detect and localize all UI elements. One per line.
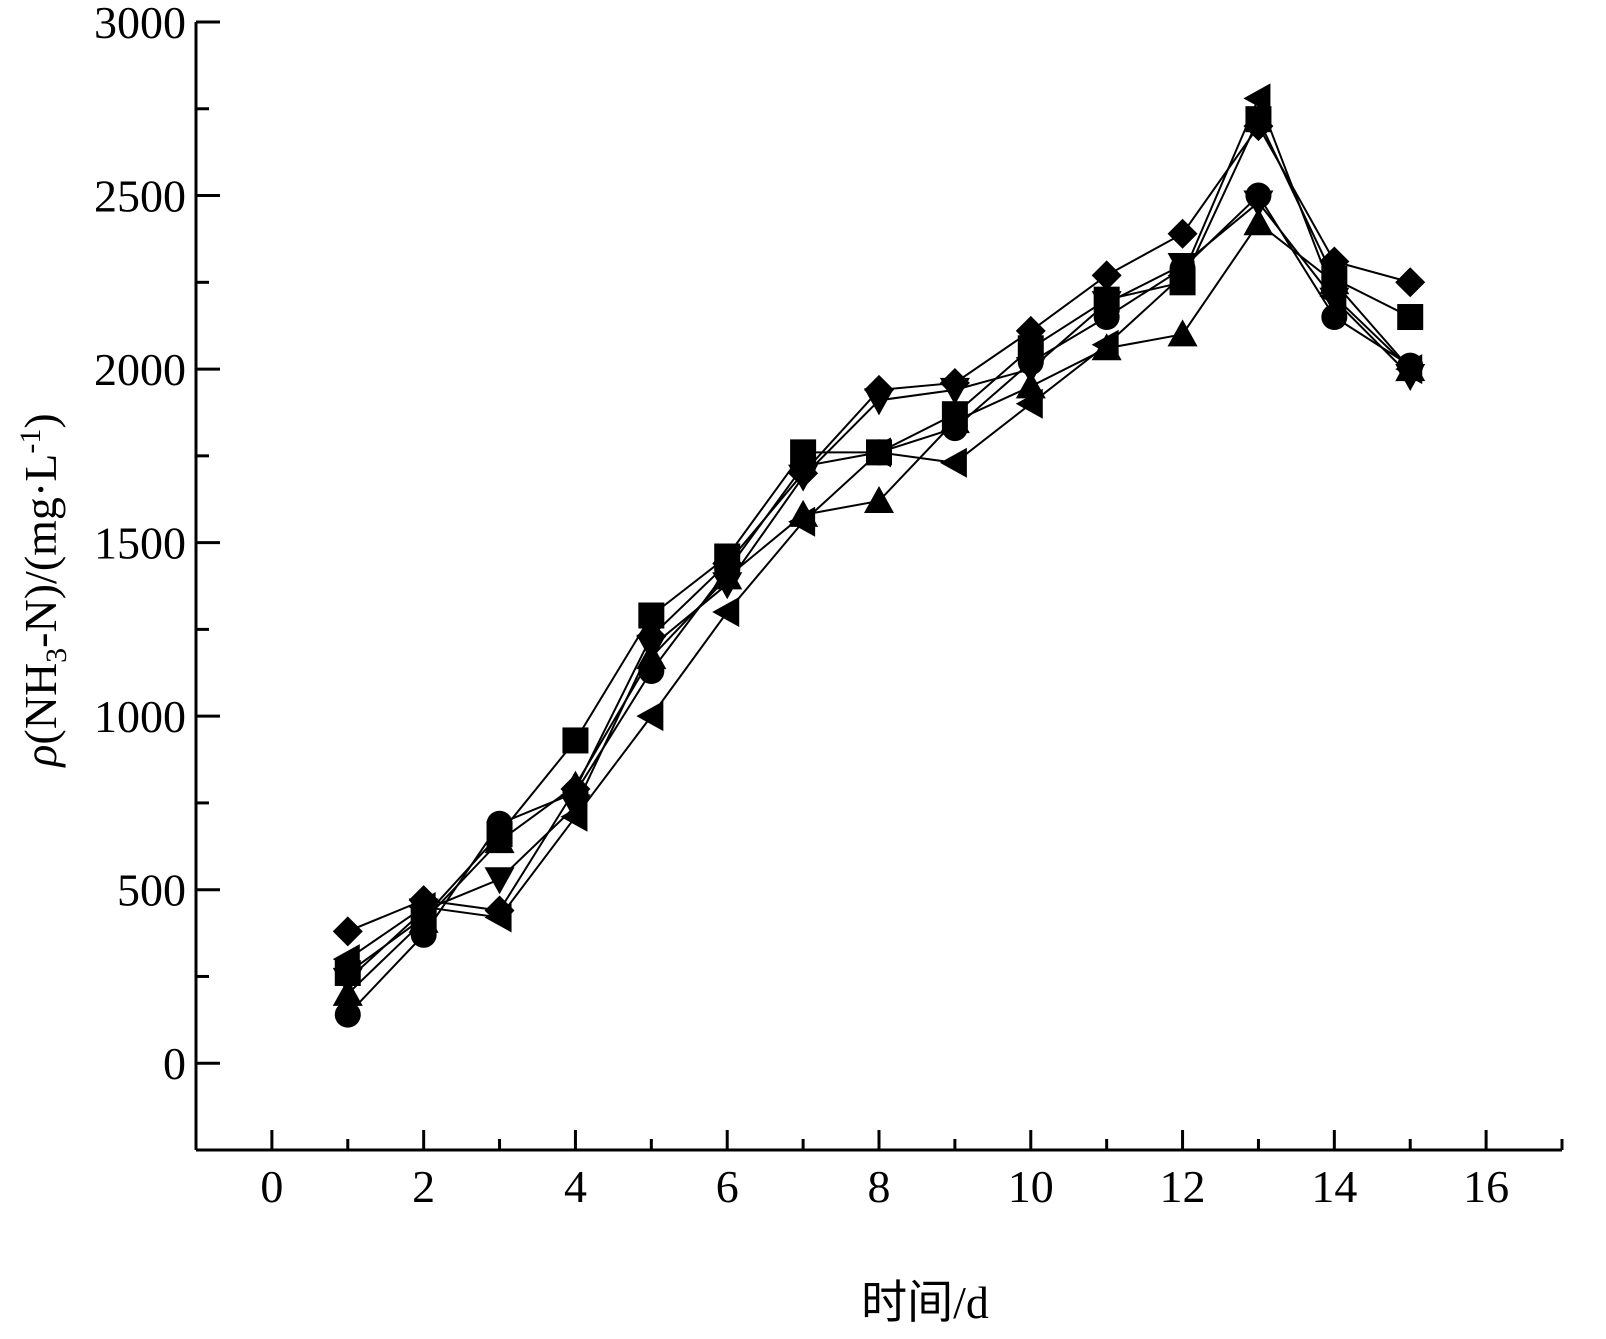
data-point-triangle-left xyxy=(939,447,967,478)
data-point-triangle-left xyxy=(1319,281,1347,312)
data-point-triangle-left xyxy=(864,437,891,468)
data-point-triangle-down xyxy=(1015,357,1046,385)
data-point-triangle-left xyxy=(636,701,664,732)
data-point-diamond xyxy=(1091,260,1122,291)
data-point-circle xyxy=(334,1001,361,1028)
data-point-triangle-left xyxy=(484,902,512,933)
series-line-diamond xyxy=(347,124,1411,933)
data-point-triangle-left xyxy=(1243,83,1271,114)
y-axis-title: ρ(NH3-N)/(mg·L-1) xyxy=(14,413,73,768)
data-point-square xyxy=(562,727,589,754)
y-tick-label: 3000 xyxy=(94,0,186,48)
x-axis-title: 时间/d xyxy=(861,1277,989,1328)
data-point-triangle-left xyxy=(332,944,360,975)
data-point-triangle-left xyxy=(712,597,740,628)
y-axis-title-sup: -1 xyxy=(14,429,47,454)
data-point-triangle-left xyxy=(560,801,588,832)
data-point-triangle-down xyxy=(1091,291,1122,319)
data-point-square xyxy=(1397,304,1424,331)
data-point-diamond xyxy=(1167,218,1198,249)
x-tick-label: 12 xyxy=(1160,1161,1206,1212)
y-tick-label: 2000 xyxy=(94,344,186,395)
data-point-diamond xyxy=(332,916,363,947)
series-line-triangle-down xyxy=(347,201,1411,981)
data-point-triangle-down xyxy=(332,967,363,995)
y-axis-title-end: ) xyxy=(15,413,66,428)
data-point-triangle-down xyxy=(1243,190,1274,218)
data-point-diamond xyxy=(788,458,819,489)
data-point-triangle-down xyxy=(712,572,743,600)
x-tick-label: 6 xyxy=(716,1161,739,1212)
x-tick-label: 0 xyxy=(260,1161,283,1212)
y-axis-title-mid: -N)/(mg·L xyxy=(15,454,66,648)
x-axis-ticks: 0 2 4 6 8 10 12 14 16 xyxy=(194,1130,1564,1212)
data-point-triangle-up xyxy=(1167,319,1198,347)
data-point-triangle-left xyxy=(1015,388,1043,419)
data-point-triangle-up xyxy=(1243,208,1274,236)
x-tick-label: 2 xyxy=(412,1161,435,1212)
y-tick-label: 1000 xyxy=(94,691,186,742)
plot-area: 0 500 1000 1500 2000 2500 3000 0 2 4 6 8 10 12 14 16 xyxy=(94,0,1564,1212)
y-tick-label: 2500 xyxy=(94,171,186,222)
data-point-circle xyxy=(486,810,513,837)
data-point-diamond xyxy=(1395,267,1426,298)
data-point-triangle-down xyxy=(1167,252,1198,280)
data-point-triangle-down xyxy=(560,794,591,822)
data-point-diamond xyxy=(1243,111,1274,142)
data-point-diamond xyxy=(560,774,591,805)
y-axis-title-rho: ρ xyxy=(15,745,66,769)
x-tick-label: 16 xyxy=(1463,1161,1509,1212)
x-tick-label: 4 xyxy=(564,1161,587,1212)
data-point-diamond xyxy=(712,548,743,579)
y-axis-title-sub: 3 xyxy=(40,648,73,663)
y-axis-ticks: 0 500 1000 1500 2000 2500 3000 xyxy=(94,0,220,1152)
data-point-triangle-left xyxy=(1395,354,1423,385)
x-tick-label: 10 xyxy=(1008,1161,1054,1212)
x-tick-label: 14 xyxy=(1311,1161,1357,1212)
data-point-diamond xyxy=(1015,315,1046,346)
y-axis-title-main: (NH xyxy=(15,663,66,745)
y-tick-label: 500 xyxy=(117,865,186,916)
data-point-triangle-down xyxy=(484,867,515,895)
data-point-diamond xyxy=(864,374,894,405)
data-point-circle xyxy=(1321,304,1348,331)
data-point-diamond xyxy=(636,621,667,652)
data-point-diamond xyxy=(1319,246,1350,277)
data-point-triangle-up xyxy=(939,406,970,434)
y-tick-label: 1500 xyxy=(94,518,186,569)
data-point-triangle-up xyxy=(484,826,515,854)
data-point-triangle-left xyxy=(1091,329,1119,360)
series-markers xyxy=(332,83,1426,1028)
data-point-triangle-up xyxy=(864,485,894,513)
data-point-triangle-left xyxy=(788,506,816,537)
series-line-circle xyxy=(347,193,1411,1016)
x-tick-label: 8 xyxy=(868,1161,891,1212)
y-tick-label: 0 xyxy=(163,1038,186,1089)
data-point-diamond xyxy=(939,367,970,398)
data-point-triangle-left xyxy=(408,892,436,923)
data-point-triangle-left xyxy=(1167,260,1195,291)
